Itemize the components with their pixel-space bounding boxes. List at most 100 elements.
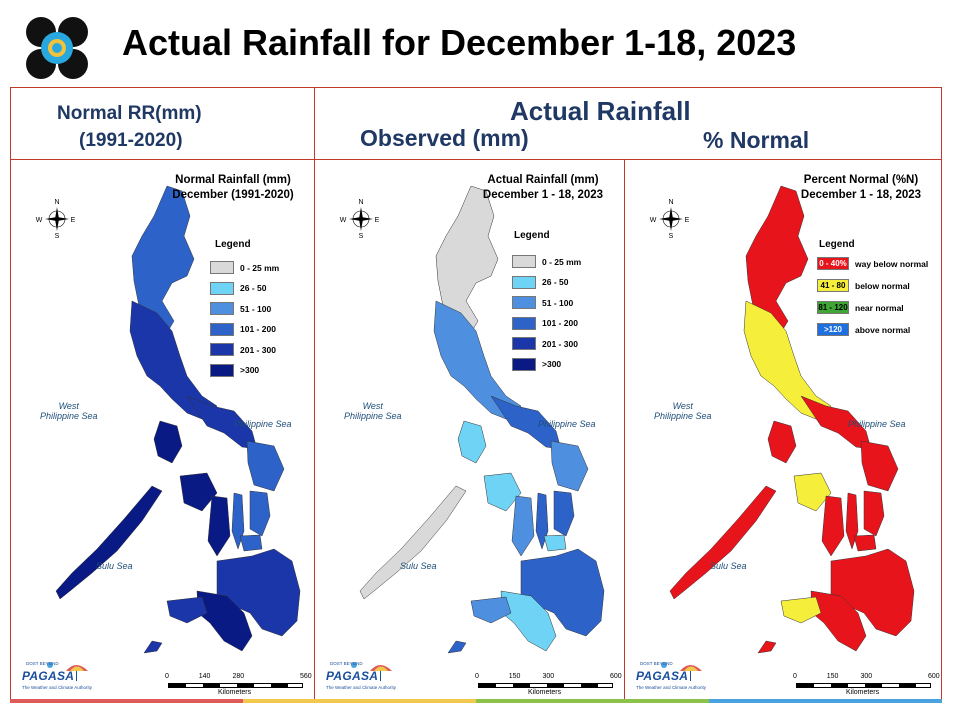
legend-item: 0 - 25 mm <box>210 261 279 274</box>
scale-tick-label: 150 <box>508 673 521 680</box>
pagasa-logo <box>18 659 98 693</box>
umbrella-icon <box>47 662 88 681</box>
legend-swatch <box>512 275 536 289</box>
legend-swatch <box>512 316 536 330</box>
umbrella-icon <box>661 662 702 681</box>
scale-bar <box>796 683 931 688</box>
compass-letter-w: W <box>650 217 657 224</box>
scale-bar <box>478 683 613 688</box>
region-leyte <box>249 490 271 537</box>
legend-label: 51 - 100 <box>240 303 272 314</box>
logo-tagline: The Weather and Climate Authority <box>326 685 396 690</box>
legend-label: 0 - 25 mm <box>542 256 582 267</box>
region-negros <box>511 495 535 557</box>
compass-letter-n: N <box>358 199 363 206</box>
region-leyte <box>863 490 885 537</box>
legend-swatch <box>210 302 234 315</box>
map-panel-3: N S E W Percent Normal (%N) December 1 - 18, … <box>626 161 941 698</box>
region-mindoro <box>153 420 183 464</box>
pagasa-main-logo <box>24 15 90 81</box>
region-samar <box>550 440 589 492</box>
scale-unit: Kilometers <box>528 689 562 696</box>
legend-swatch <box>210 343 234 356</box>
legend-label: 101 - 200 <box>542 318 578 328</box>
logo-tagline: The Weather and Climate Authority <box>636 685 706 690</box>
region-panay <box>793 472 832 512</box>
map-panel-2: N S E W Actual Rainfall (mm) December 1 - 18,… <box>316 161 623 698</box>
scale-unit: Kilometers <box>218 689 252 696</box>
scale-tick-label: 560 <box>300 673 312 680</box>
region-mindoro <box>457 420 487 464</box>
legend-item: >120 above normal <box>817 323 910 336</box>
legend-title: Legend <box>819 239 855 250</box>
logo-name: PAGASA <box>22 669 75 683</box>
pagasa-logo <box>322 659 402 693</box>
logo-prefix: DOST BEYOND <box>26 661 59 666</box>
region-sulu <box>447 640 467 654</box>
legend-item: 201 - 300 <box>210 343 276 356</box>
legend-label: below normal <box>855 280 910 291</box>
legend-swatch <box>210 281 234 295</box>
header-observed: Observed (mm) <box>360 125 529 151</box>
region-bohol <box>543 534 567 552</box>
scale-tick-label: 0 <box>165 673 169 680</box>
region-samar <box>860 440 899 492</box>
panel-title-line1: Percent Normal (%N) <box>803 174 919 186</box>
vertical-divider-1 <box>314 87 315 701</box>
sea-label: Philippine Sea <box>234 419 292 429</box>
scale-tick-label: 280 <box>232 673 245 680</box>
region-mindanao-south <box>500 590 557 652</box>
logo-prefix: DOST BEYOND <box>330 661 363 666</box>
legend-title: Legend <box>215 239 251 250</box>
panel-title-line2: December 1 - 18, 2023 <box>482 189 604 201</box>
compass-letter-s: S <box>55 233 60 240</box>
philippines-map: N S E W <box>36 185 301 654</box>
legend-item: 51 - 100 <box>210 302 271 315</box>
legend-swatch <box>210 363 234 377</box>
region-leyte <box>553 490 575 537</box>
compass-letter-w: W <box>36 217 43 224</box>
scale-tick-label: 140 <box>198 673 211 680</box>
stripe-blue <box>709 699 942 703</box>
region-negros <box>207 495 231 557</box>
legend-item: 51 - 100 <box>512 296 573 309</box>
region-luzon-north <box>435 185 499 342</box>
region-luzon-north <box>745 185 809 342</box>
legend-item: 201 - 300 <box>512 337 578 350</box>
sea-label: Philippine Sea <box>848 419 906 429</box>
legend-swatch <box>512 255 536 268</box>
legend-label: 51 - 100 <box>542 297 574 308</box>
compass-rose-icon <box>45 207 69 231</box>
scale-tick-label: 600 <box>610 673 622 680</box>
compass-letter-n: N <box>54 199 59 206</box>
legend-item: 26 - 50 <box>512 275 568 289</box>
page-title: Actual Rainfall for December 1-18, 2023 <box>122 22 797 63</box>
sea-label: Sulu Sea <box>96 561 133 571</box>
legend-swatch: 41 - 80 <box>817 279 849 292</box>
map-panel-1: N S E W Normal Rainfall (mm) December (1991-2… <box>12 161 313 698</box>
legend-label: 101 - 200 <box>240 324 276 334</box>
legend-label: 201 - 300 <box>240 344 276 355</box>
compass-rose-icon <box>349 207 373 231</box>
compass-letter-s: S <box>669 233 674 240</box>
legend-label: >300 <box>542 359 562 369</box>
legend-label: 201 - 300 <box>542 338 578 349</box>
legend-label: way below normal <box>855 258 929 269</box>
region-palawan <box>669 485 777 600</box>
philippines-map: N S E W <box>650 185 915 654</box>
region-sulu <box>143 640 163 654</box>
legend-item: 0 - 40% way below normal <box>817 257 928 270</box>
compass-letter-s: S <box>359 233 364 240</box>
legend-item: 101 - 200 <box>512 316 578 330</box>
stripe-red <box>10 699 243 703</box>
region-samar <box>246 440 285 492</box>
legend-item: 81 - 120 near normal <box>817 301 904 314</box>
region-zamboanga <box>166 596 208 624</box>
vertical-divider-2 <box>624 159 625 701</box>
region-sulu <box>757 640 777 654</box>
sea-label: Philippine Sea <box>538 419 596 429</box>
sea-label: Sulu Sea <box>400 561 437 571</box>
scale-tick-label: 0 <box>793 673 797 680</box>
logo-name: PAGASA <box>326 669 379 683</box>
region-mindoro <box>767 420 797 464</box>
